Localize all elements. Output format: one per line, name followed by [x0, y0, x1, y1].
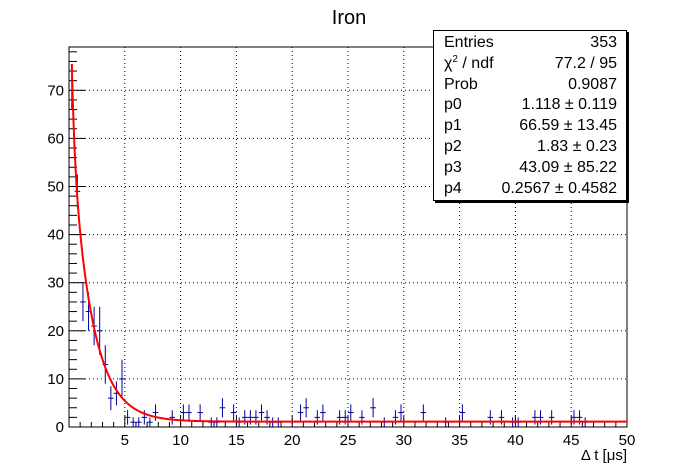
y-tick-label: 70 — [47, 82, 64, 99]
stats-name-text: Prob — [444, 75, 478, 93]
stats-name-text: p3 — [444, 158, 462, 176]
stats-name-text: p2 — [444, 138, 462, 155]
data-point — [130, 417, 136, 427]
stats-value: 0.9087 — [568, 75, 617, 93]
stats-name: p2 — [444, 137, 462, 157]
data-point — [147, 417, 153, 427]
x-tick-label: 15 — [228, 432, 245, 449]
chart-title: Iron — [332, 7, 366, 29]
y-tick-label: 30 — [47, 275, 64, 292]
y-tick-label: 60 — [47, 130, 64, 147]
stats-value: 1.83 ± 0.23 — [537, 138, 617, 155]
x-axis-title: Δ t [μs] — [581, 447, 627, 464]
stats-name: p1 — [444, 116, 462, 136]
data-point — [124, 410, 131, 425]
x-tick-label: 10 — [172, 432, 189, 449]
stats-name-suffix: / ndf — [457, 54, 494, 72]
stats-name: p3 — [444, 158, 462, 178]
x-tick-label: 40 — [507, 432, 524, 449]
x-tick-label: 25 — [340, 432, 357, 449]
stats-value: 0.2567 ± 0.4582 — [501, 179, 617, 197]
stats-name: Prob — [444, 75, 478, 95]
data-point — [370, 398, 376, 418]
axis-ticks — [69, 51, 628, 428]
data-point — [180, 404, 187, 421]
stats-value: 1.118 ± 0.119 — [521, 96, 617, 114]
data-point — [303, 398, 309, 418]
x-tick-label: 30 — [395, 432, 412, 449]
x-tick-label: 50 — [619, 432, 636, 449]
stats-row: p4 0.2567 ± 0.4582 — [434, 179, 626, 199]
data-point — [219, 398, 226, 418]
stats-name-text: χ — [444, 54, 453, 72]
stats-row: χ2 / ndf 77.2 / 95 — [434, 54, 626, 74]
stats-name-superscript: 2 — [452, 53, 458, 65]
data-point — [420, 404, 427, 421]
y-tick-label: 20 — [47, 323, 64, 340]
x-tick-label: 45 — [563, 432, 580, 449]
stats-row: p0 1.118 ± 0.119 — [434, 95, 626, 115]
stats-name-text: p4 — [444, 179, 462, 197]
stats-value: 43.09 ± 85.22 — [519, 158, 617, 176]
stats-value: 66.59 ± 13.45 — [519, 117, 617, 135]
y-tick-label: 10 — [47, 371, 64, 388]
data-point — [119, 359, 125, 399]
data-point — [297, 404, 304, 421]
data-point — [186, 404, 192, 421]
data-point — [258, 404, 265, 421]
y-tick-label: 50 — [47, 178, 64, 195]
stats-name: p0 — [444, 95, 462, 115]
stats-value: 77.2 / 95 — [554, 54, 617, 72]
stats-row: p2 1.83 ± 0.23 — [434, 137, 626, 157]
data-point — [169, 410, 176, 425]
stats-name: p4 — [444, 179, 462, 199]
stats-row: p3 43.09 ± 85.22 — [434, 158, 626, 178]
data-point — [230, 404, 237, 421]
data-point — [459, 404, 466, 421]
stats-name-text: p1 — [444, 117, 462, 135]
data-point — [348, 404, 354, 421]
data-point — [320, 404, 326, 421]
tick-labels: 5 10 15 20 25 30 35 40 45 50 0 10 20 30 40 50 60 70 — [47, 82, 635, 449]
stats-name-text: Entries — [444, 34, 494, 51]
data-point — [398, 404, 404, 421]
stats-name-text: p0 — [444, 96, 462, 114]
y-tick-label: 40 — [47, 227, 64, 244]
stats-box: Entries 353 χ2 / ndf 77.2 / 95 Prob 0.9087 p0 1… — [433, 30, 627, 201]
data-point — [152, 404, 159, 421]
data-point — [80, 282, 86, 322]
stats-value: 353 — [590, 34, 617, 51]
y-tick-label: 0 — [56, 419, 64, 436]
stats-row: Prob 0.9087 — [434, 75, 626, 95]
x-tick-label: 5 — [121, 432, 129, 449]
fit-curve — [70, 63, 627, 423]
data-point — [197, 404, 203, 421]
x-tick-label: 20 — [284, 432, 301, 449]
x-tick-label: 35 — [451, 432, 468, 449]
stats-name: Entries — [444, 33, 494, 53]
stats-row: p1 66.59 ± 13.45 — [434, 116, 626, 136]
stats-name: χ2 / ndf — [444, 54, 494, 74]
data-point — [135, 417, 142, 427]
stats-row: Entries 353 — [434, 33, 626, 53]
data-point — [108, 386, 114, 411]
